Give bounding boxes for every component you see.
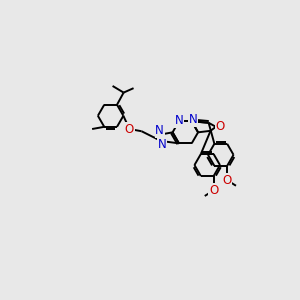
Text: O: O [223, 174, 232, 187]
Text: O: O [215, 120, 225, 133]
Text: O: O [125, 122, 134, 136]
Text: N: N [155, 124, 164, 137]
Text: N: N [175, 114, 183, 127]
Text: N: N [158, 138, 166, 151]
Text: O: O [209, 184, 218, 197]
Text: N: N [189, 113, 198, 126]
